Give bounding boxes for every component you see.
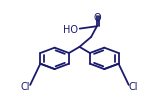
Text: HO: HO [63, 25, 78, 35]
Text: Cl: Cl [21, 81, 30, 91]
Text: Cl: Cl [129, 81, 138, 91]
Text: O: O [93, 13, 101, 23]
